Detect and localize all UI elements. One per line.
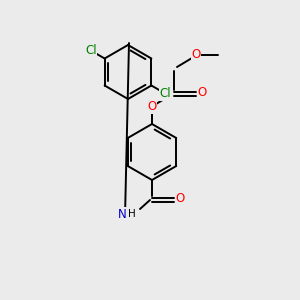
Text: N: N	[118, 208, 126, 220]
Text: O: O	[197, 85, 207, 98]
Text: H: H	[128, 209, 136, 219]
Text: O: O	[191, 49, 201, 62]
Text: Cl: Cl	[159, 87, 171, 100]
Text: O: O	[176, 191, 184, 205]
Text: O: O	[147, 100, 157, 113]
Text: Cl: Cl	[85, 44, 97, 57]
